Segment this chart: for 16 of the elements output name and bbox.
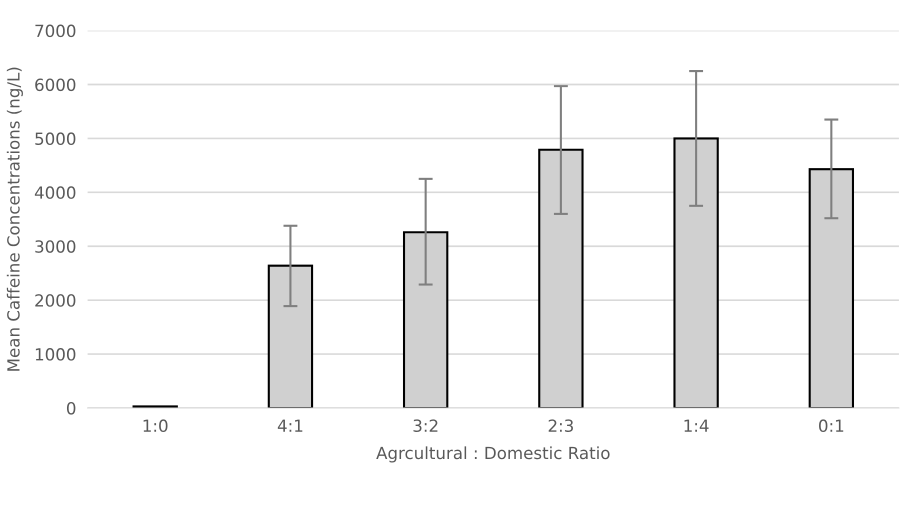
x-tick-label: 1:0 (144, 419, 168, 432)
y-tick-label: 7000 (35, 24, 76, 38)
y-tick-label: 4000 (34, 186, 76, 199)
y-tick-label: 3000 (35, 240, 76, 253)
x-tick-label: 3:2 (414, 419, 438, 432)
x-tick-label: 0:1 (819, 419, 844, 432)
x-tick-label: 1:4 (684, 420, 709, 432)
y-tick-label: 6000 (35, 78, 76, 92)
y-tick-label: 1000 (36, 348, 76, 361)
y-tick-label: 5000 (35, 132, 76, 145)
y-tick-label: 2000 (35, 294, 76, 307)
x-tick-label: 2:3 (548, 419, 573, 432)
y-tick-label: 0 (66, 402, 76, 415)
y-axis-title: Mean Caffeine Concentrations (ng/L) (6, 68, 23, 371)
x-tick-label: 4:1 (278, 420, 302, 432)
x-axis-title: Agrcultural : Domestic Ratio (376, 446, 610, 462)
